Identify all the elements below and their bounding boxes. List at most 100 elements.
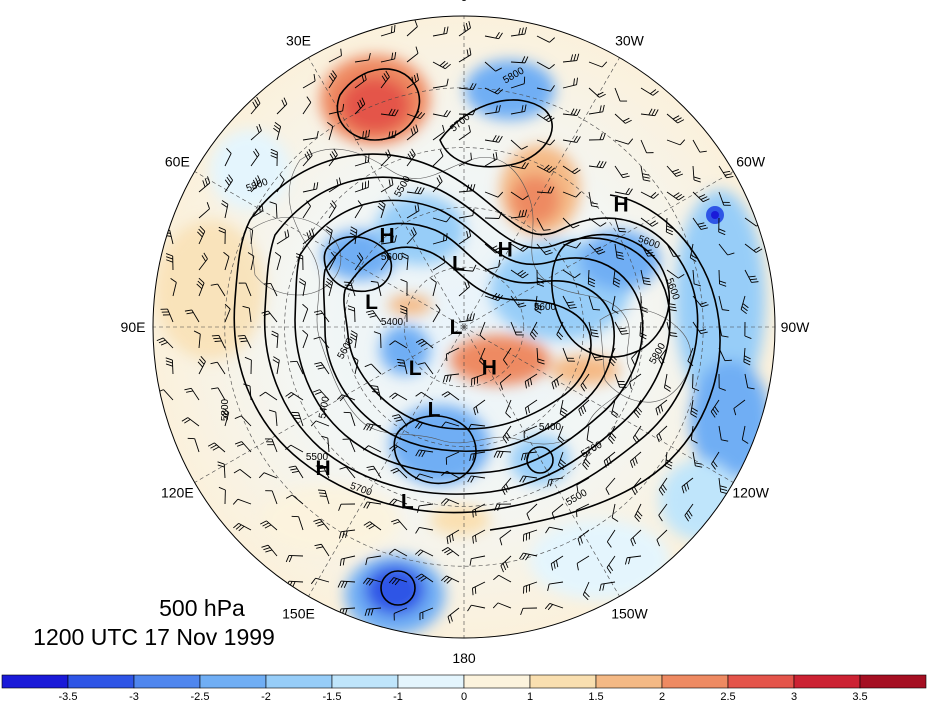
wind-barb [414,549,434,557]
longitude-label: 150W [611,606,648,622]
wind-barb [484,259,501,271]
wind-barb [234,415,252,427]
wind-barb [614,138,634,145]
wind-barb [655,399,668,416]
wind-barb [547,581,564,591]
wind-barb [458,108,477,116]
wind-barb [551,373,564,390]
wind-barb [472,503,486,518]
wind-barb [484,292,504,301]
wind-barb [718,191,731,206]
wind-barb [681,477,694,494]
wind-barb [536,61,555,70]
wind-barb [415,573,434,583]
wind-barb [640,295,648,313]
wind-barb [658,477,668,496]
wind-barb [503,347,512,366]
wind-barb [328,48,342,63]
low-pressure-label: L [452,252,465,275]
wind-barb [510,104,527,115]
wind-barb [718,243,735,256]
wind-barb [458,313,475,323]
wind-barb [354,180,369,193]
wind-barb [556,321,564,341]
wind-barb [244,356,252,375]
wind-barb [313,336,330,349]
wind-barb [467,604,486,612]
wind-barb [524,399,538,415]
wind-barb [612,269,621,288]
colorbar-tick-label: 2.5 [720,691,735,702]
wind-barb [536,217,551,231]
wind-barb [484,104,501,115]
wind-barb [687,347,694,367]
wind-barb [430,278,437,297]
wind-barb [380,70,390,89]
wind-barb [310,577,330,585]
wind-barb [469,451,486,462]
wind-barb [614,217,627,233]
wind-barb [510,321,524,336]
wind-barb [396,358,408,375]
wind-barb [314,543,330,557]
wind-barb [630,529,642,547]
longitude-label: 30W [615,32,645,48]
wind-barb [557,451,567,471]
contour-label: 5400 [539,422,562,433]
wind-barb [458,125,471,141]
wind-barb [458,229,472,245]
wind-barb [606,555,616,574]
meridian-line [463,171,734,328]
contour-label: 5400 [317,395,332,419]
wind-barb [269,201,278,219]
wind-barb [551,503,564,520]
caption-level: 500 hPa [159,595,245,621]
wind-barb [343,281,356,297]
high-pressure-label: H [482,357,497,380]
wind-barb [445,451,460,465]
wind-barb [302,130,319,141]
meridian-line [308,57,465,328]
wind-barb [406,124,419,141]
wind-barb [658,347,668,366]
wind-barb [328,148,338,167]
wind-barb [265,490,278,505]
wind-barb [588,217,607,227]
wind-barb [380,130,397,141]
wind-barb [666,243,681,257]
colorbar-tick-label: -2.5 [191,691,210,702]
wind-barb [246,226,254,245]
wind-barb [479,347,487,367]
wind-barb [588,321,599,338]
wind-barb [432,175,443,193]
colorbar-box [265,674,333,689]
wind-barb [302,329,309,349]
wind-barb [562,295,577,309]
colorbar-box [133,674,201,689]
wind-barb [263,282,278,297]
colorbar-box [727,674,795,689]
wind-barb [238,282,252,297]
wind-barb [440,498,460,506]
caption-time: 1200 UTC 17 Nov 1999 [33,624,275,650]
wind-barb [354,72,367,89]
wind-barb [233,522,252,532]
wind-barb [207,442,226,453]
wind-barb [328,252,337,271]
wind-barb [377,199,386,219]
wind-barb [196,277,205,297]
wind-barb [484,191,504,198]
wind-barb [718,295,730,312]
wind-barb [658,503,668,522]
wind-barb [363,521,382,531]
wind-barb [390,467,408,479]
wind-barb [666,139,686,146]
wind-barb [198,176,211,193]
wind-barb [432,233,448,245]
wind-barb [432,304,441,323]
wind-barb [388,577,408,586]
wind-barb [467,475,486,483]
wind-barb [665,217,674,236]
wind-barb [328,70,337,89]
wind-barb [276,174,285,193]
